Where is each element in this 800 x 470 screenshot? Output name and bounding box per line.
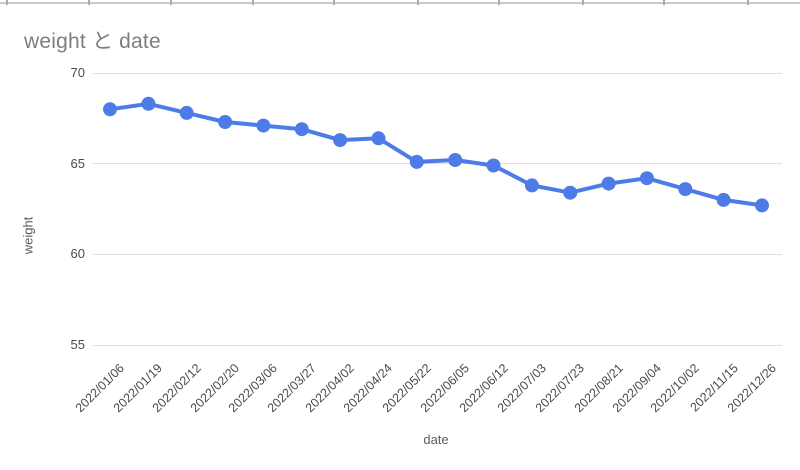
sheet-column-border-tick xyxy=(582,0,584,5)
sheet-column-border-tick xyxy=(170,0,172,5)
data-point[interactable] xyxy=(563,185,578,200)
sheet-column-border-tick xyxy=(417,0,419,5)
data-point[interactable] xyxy=(333,133,348,148)
y-tick-label: 70 xyxy=(70,65,85,80)
sheet-column-border-tick xyxy=(747,0,749,5)
data-point[interactable] xyxy=(218,115,233,129)
gridline xyxy=(93,163,782,165)
data-point[interactable] xyxy=(524,178,539,193)
data-point[interactable] xyxy=(639,171,654,186)
y-tick-label: 55 xyxy=(70,337,85,352)
sheet-column-border-tick xyxy=(6,0,8,5)
chart-title: weight と date xyxy=(24,30,161,53)
sheet-column-border-tick xyxy=(252,0,254,5)
x-axis-title: date xyxy=(423,432,449,447)
data-point[interactable] xyxy=(256,118,271,133)
gridline xyxy=(93,344,782,346)
sheet-column-border-tick xyxy=(498,0,500,5)
gridline xyxy=(93,253,782,255)
data-point[interactable] xyxy=(716,192,731,207)
sheet-row-border xyxy=(0,2,800,4)
data-point[interactable] xyxy=(141,96,156,111)
data-point[interactable] xyxy=(601,176,616,191)
data-point[interactable] xyxy=(409,154,424,169)
y-axis-title: weight xyxy=(20,216,36,255)
data-point[interactable] xyxy=(755,198,769,213)
data-point[interactable] xyxy=(486,158,501,173)
sheet-gridline-strip xyxy=(0,0,800,6)
sheet-column-border-tick xyxy=(88,0,90,5)
series-line xyxy=(108,101,764,208)
data-point[interactable] xyxy=(179,105,194,120)
y-tick-label: 65 xyxy=(70,155,85,171)
y-tick-label: 60 xyxy=(70,246,85,262)
sheet-column-border-tick xyxy=(333,0,335,5)
data-point[interactable] xyxy=(294,122,309,137)
gridline xyxy=(93,72,782,74)
data-point[interactable] xyxy=(448,153,463,167)
data-point[interactable] xyxy=(371,131,386,146)
data-point[interactable] xyxy=(103,102,117,117)
sheet-column-border-tick xyxy=(663,0,665,5)
data-point[interactable] xyxy=(678,182,693,197)
